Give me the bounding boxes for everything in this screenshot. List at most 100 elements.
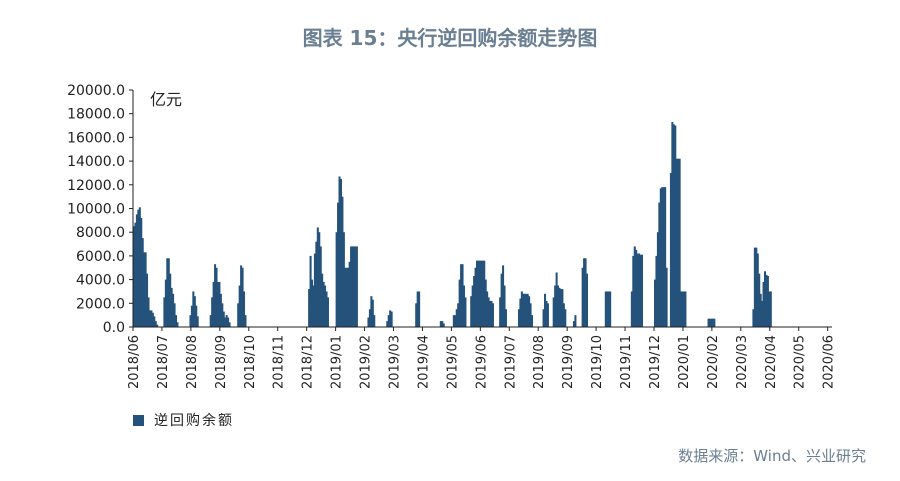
bar: [607, 291, 610, 327]
bar: [561, 289, 564, 327]
bar: [762, 281, 765, 327]
bar: [477, 260, 480, 327]
bar: [759, 293, 762, 327]
legend: 逆回购余额: [133, 410, 234, 430]
bar: [664, 187, 667, 327]
bar: [681, 291, 684, 327]
bar: [635, 249, 638, 327]
bar: [480, 260, 483, 327]
bar: [655, 255, 658, 327]
bar: [564, 309, 567, 327]
bar: [526, 293, 529, 327]
bar: [713, 318, 716, 327]
bar: [442, 323, 445, 327]
bar: [237, 303, 240, 327]
x-tick-label: 2020/01: [677, 335, 692, 389]
y-tick-label: 20000.0: [67, 83, 125, 99]
bar: [473, 276, 476, 327]
bar: [415, 303, 418, 327]
bar: [458, 279, 461, 327]
bar: [517, 309, 521, 327]
bar: [348, 261, 351, 327]
bar: [658, 202, 661, 327]
y-tick-label: 12000.0: [67, 178, 125, 194]
legend-label: 逆回购余额: [154, 413, 234, 429]
bar: [753, 247, 756, 327]
bar: [470, 296, 473, 327]
bar: [490, 300, 493, 327]
bar: [416, 291, 419, 327]
bar: [761, 300, 764, 327]
bar: [242, 291, 246, 327]
bar: [491, 303, 494, 327]
bar: [309, 255, 312, 327]
bar: [170, 287, 173, 327]
bar: [342, 232, 345, 327]
bar: [519, 298, 522, 327]
bar: [585, 273, 589, 327]
bar: [244, 315, 247, 327]
x-tick-label: 2019/06: [474, 335, 489, 389]
bar: [169, 273, 172, 327]
bar: [632, 255, 635, 327]
bar: [212, 281, 215, 327]
bar: [609, 291, 612, 327]
bar: [347, 267, 350, 327]
bar: [503, 285, 506, 327]
bar: [522, 293, 525, 327]
bar: [583, 258, 586, 327]
bar: [189, 315, 192, 327]
bar: [574, 315, 577, 327]
x-tick-label: 2019/09: [561, 335, 576, 389]
bar: [154, 321, 157, 327]
x-tick-label: 2020/04: [764, 335, 779, 389]
bar: [137, 209, 140, 327]
bar: [475, 260, 479, 327]
bar: [684, 291, 687, 327]
bar: [462, 285, 466, 327]
bar: [555, 272, 558, 327]
bar: [557, 285, 560, 327]
bar: [528, 296, 531, 327]
bar: [708, 318, 712, 327]
bar: [559, 289, 562, 327]
bar: [319, 246, 322, 327]
x-tick-label: 2019/08: [532, 335, 547, 389]
bar: [318, 232, 321, 327]
bar: [487, 297, 490, 327]
x-tick-label: 2018/07: [156, 335, 171, 389]
bar: [338, 176, 341, 327]
bar: [219, 293, 222, 327]
bar: [345, 267, 348, 327]
bar: [225, 315, 228, 327]
bar: [678, 158, 681, 327]
source-note: 数据来源：Wind、兴业研究: [678, 447, 866, 465]
bar: [502, 265, 505, 327]
bar: [176, 322, 179, 327]
bar: [677, 158, 680, 327]
bar: [671, 121, 674, 328]
bar: [221, 303, 224, 327]
bar: [390, 311, 393, 327]
bar: [135, 214, 138, 327]
x-tick-label: 2019/01: [330, 335, 345, 389]
bar: [312, 285, 315, 327]
bar: [341, 196, 344, 327]
bar: [542, 309, 545, 327]
bar: [143, 252, 146, 327]
bar: [368, 309, 371, 327]
x-tick-label: 2019/03: [387, 335, 402, 389]
bar: [558, 287, 561, 327]
bar: [489, 300, 492, 327]
bar: [638, 253, 641, 327]
x-tick-label: 2019/02: [359, 335, 374, 389]
bar: [529, 303, 532, 327]
y-tick-label: 14000.0: [67, 154, 125, 170]
bar: [545, 300, 548, 327]
bar: [326, 297, 329, 327]
bar: [752, 309, 755, 327]
x-tick-label: 2019/05: [445, 335, 460, 389]
bar: [389, 310, 392, 327]
x-tick-label: 2020/02: [706, 335, 721, 389]
bar: [386, 321, 389, 327]
